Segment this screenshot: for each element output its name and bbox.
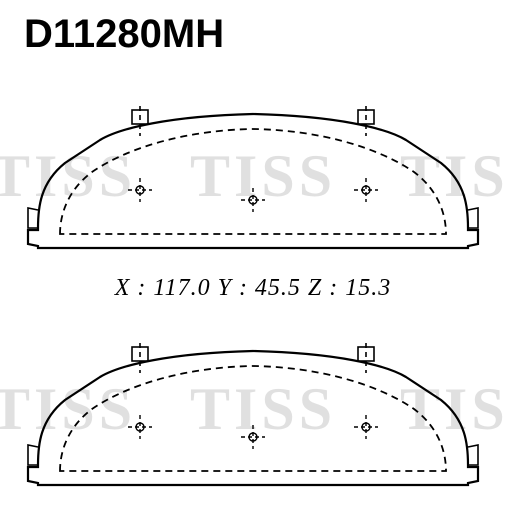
part-number: D11280MH xyxy=(24,12,224,57)
dimensions-label: X : 117.0 Y : 45.5 Z : 15.3 xyxy=(0,275,506,302)
brake-pad-top xyxy=(20,78,486,268)
brake-pad-bottom xyxy=(20,315,486,505)
